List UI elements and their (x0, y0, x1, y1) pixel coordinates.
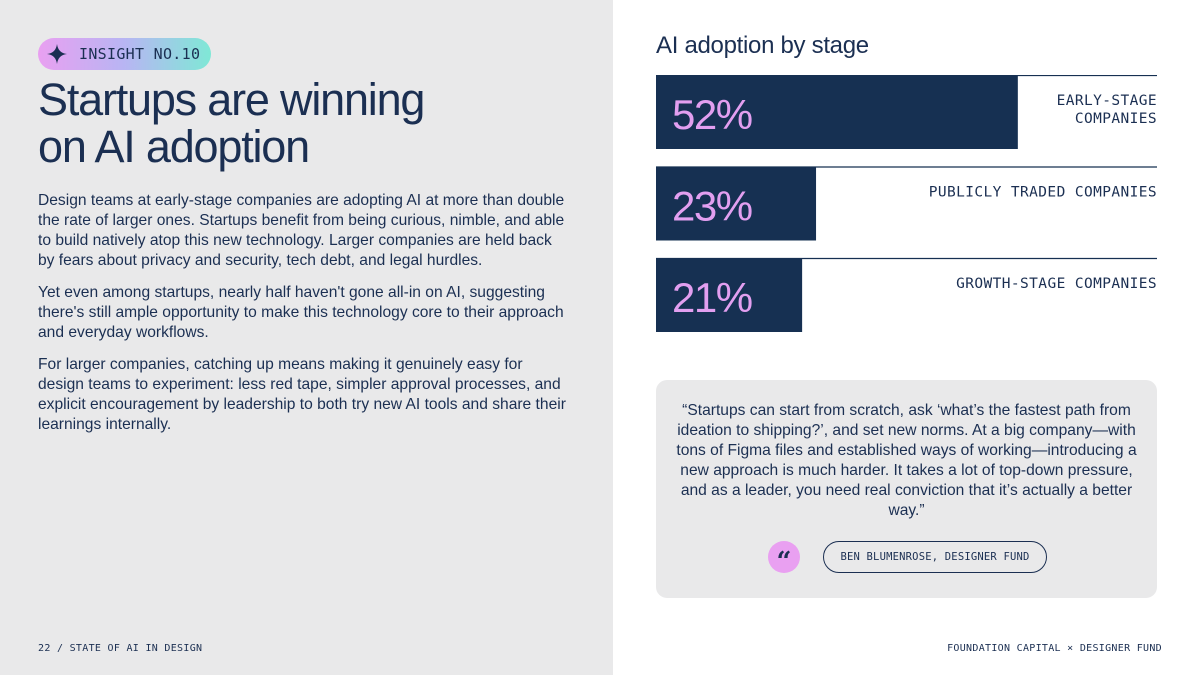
bar (656, 166, 817, 241)
bar-value-label: 21% (672, 274, 752, 321)
quote-attribution: BEN BLUMENROSE, DESIGNER FUND (823, 541, 1047, 573)
body-paragraph: Design teams at early-stage companies ar… (38, 192, 565, 269)
body-paragraph: For larger companies, catching up means … (38, 356, 566, 433)
quote-mark-icon: “ (768, 541, 800, 575)
category-label: EARLY-STAGE (1057, 93, 1157, 109)
adoption-bar-chart: 52% EARLY-STAGE COMPANIES 23% PUBLICLY TRADE… (656, 75, 1157, 332)
body-copy: Design teams at early-stage companies ar… (38, 191, 568, 447)
category-label: PUBLICLY TRADED COMPANIES (929, 185, 1157, 201)
quote-text: “Startups can start from scratch, ask ‘w… (676, 402, 1137, 519)
sparkle-icon (46, 43, 68, 65)
body-paragraph: Yet even among startups, nearly half hav… (38, 284, 564, 341)
bar (656, 75, 1018, 149)
category-label: COMPANIES (1075, 111, 1157, 127)
bar-value-label: 52% (672, 91, 752, 138)
publisher-footer-label: FOUNDATION CAPITAL × DESIGNER FUND (947, 643, 1162, 654)
page-footer-label: 22 / STATE OF AI IN DESIGN (38, 643, 203, 654)
left-panel: INSIGHT NO.10 Startups are winning on AI… (0, 0, 613, 675)
quote-card: “Startups can start from scratch, ask ‘w… (656, 380, 1157, 598)
title-line-1: Startups are winning (38, 74, 425, 125)
bar (656, 258, 803, 332)
chart-title: AI adoption by stage (656, 32, 869, 59)
page-title: Startups are winning on AI adoption (38, 76, 558, 170)
insight-badge: INSIGHT NO.10 (38, 38, 211, 70)
bar-value-label: 23% (672, 183, 752, 230)
right-panel: AI adoption by stage 52% EARLY-STAGE COMPA… (613, 0, 1200, 675)
badge-label: INSIGHT NO.10 (79, 45, 201, 63)
category-label: GROWTH-STAGE COMPANIES (956, 276, 1157, 292)
title-line-2: on AI adoption (38, 121, 310, 172)
